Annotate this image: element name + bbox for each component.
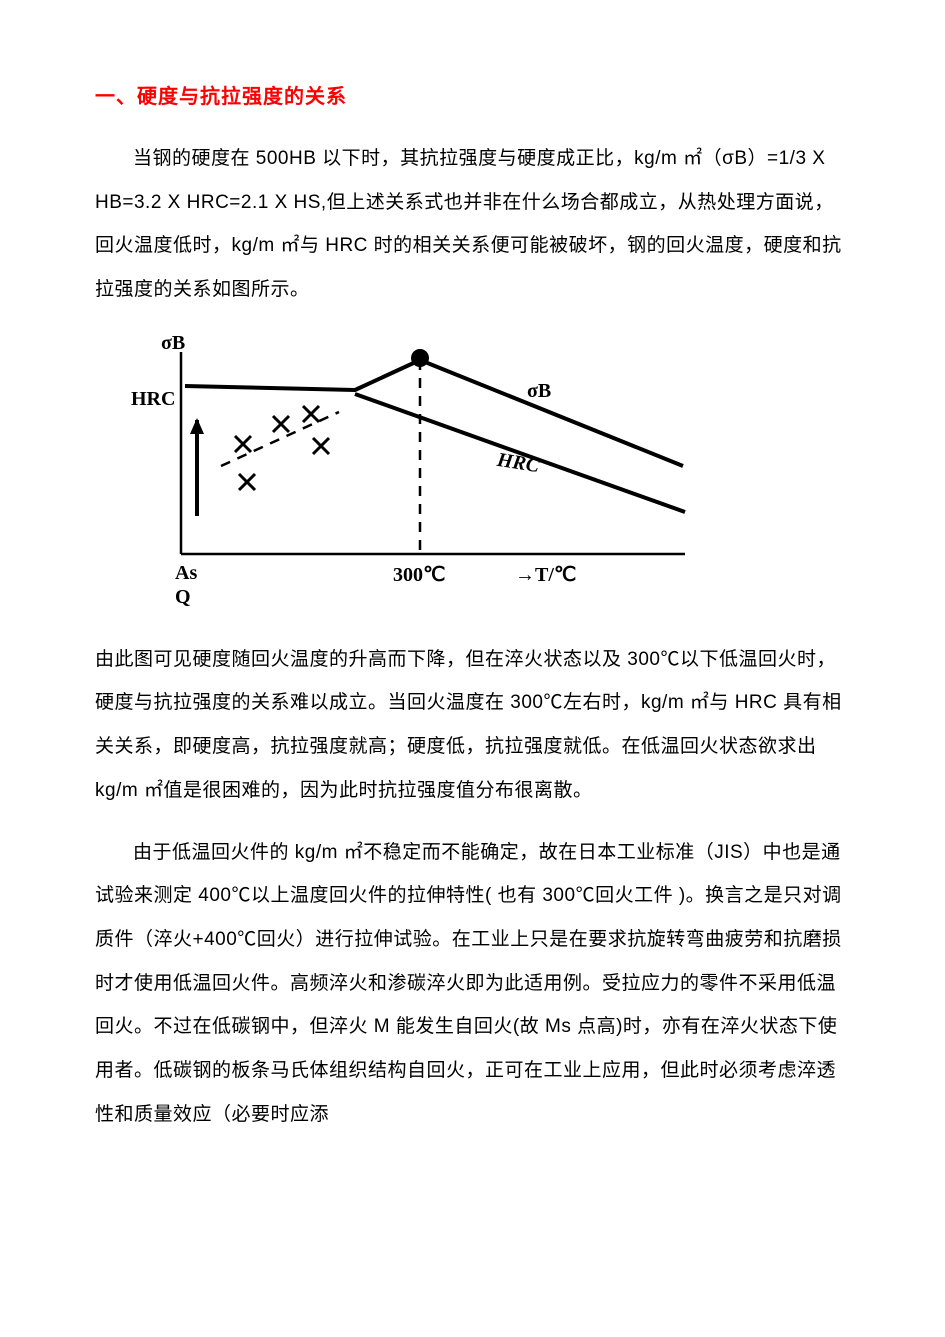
- paragraph-1: 当钢的硬度在 500HB 以下时，其抗拉强度与硬度成正比，kg/m ㎡（σB）=…: [95, 137, 850, 312]
- peak-dot: [411, 349, 429, 367]
- section-heading: 一、硬度与抗拉强度的关系: [95, 80, 850, 109]
- label-t-axis: →T/℃: [515, 562, 576, 587]
- paragraph-2: 由此图可见硬度随回火温度的升高而下降，但在淬火状态以及 300℃以下低温回火时，…: [95, 638, 850, 813]
- hardness-tensile-chart: σB HRC As Q 300℃ →T/℃ σB HRC: [125, 330, 715, 620]
- label-300c: 300℃: [393, 562, 445, 587]
- label-sigma-curve: σB: [527, 380, 551, 403]
- label-q: Q: [175, 586, 191, 609]
- paragraph-3: 由于低温回火件的 kg/m ㎡不稳定而不能确定，故在日本工业标准（JIS）中也是…: [95, 831, 850, 1137]
- label-as: As: [175, 562, 197, 585]
- label-hrc-axis: HRC: [131, 388, 175, 411]
- up-arrow-head: [190, 418, 204, 434]
- label-sigma-b-axis: σB: [161, 332, 185, 355]
- sigma-b-curve: [185, 360, 683, 466]
- scatter-points: [235, 406, 329, 490]
